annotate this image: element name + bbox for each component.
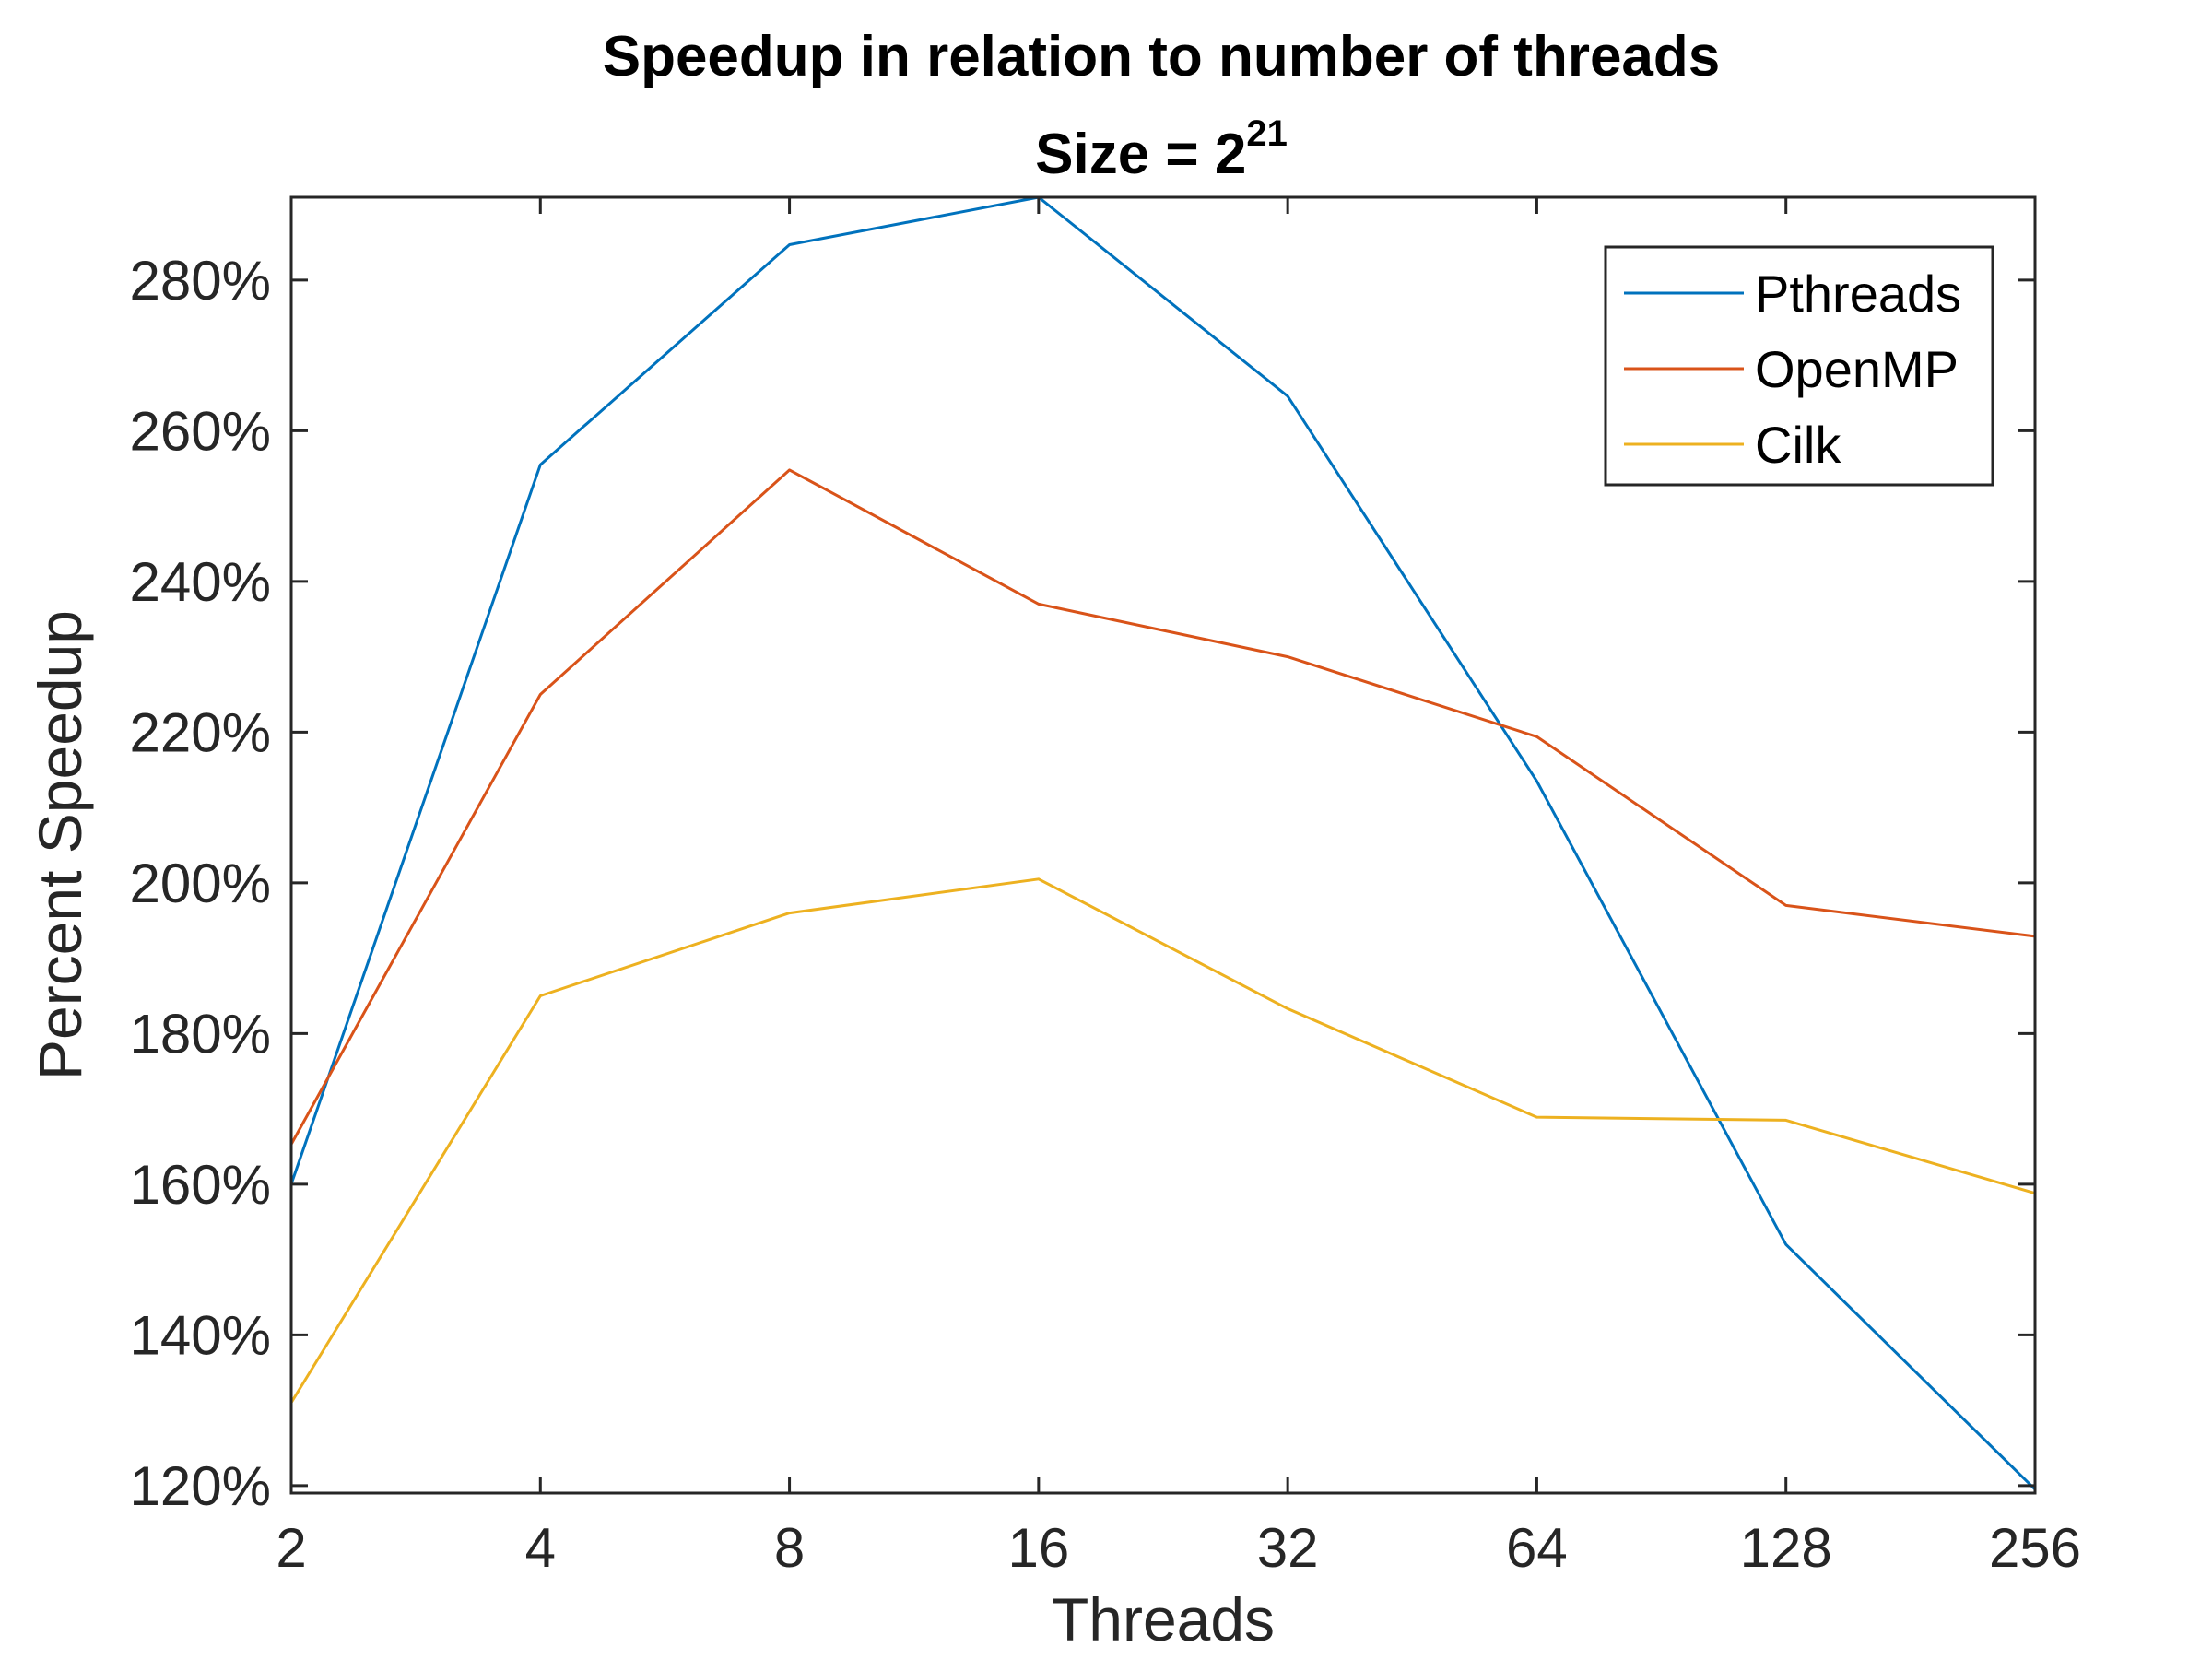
chart-title: Speedup in relation to number of threads — [603, 25, 1721, 88]
series-layer — [289, 195, 2037, 1490]
y-axis-label: Percent Speedup — [26, 610, 94, 1080]
y-tick-label: 220% — [130, 701, 271, 763]
x-tick-label: 2 — [276, 1517, 306, 1579]
legend-label-openmp: OpenMP — [1755, 340, 1959, 398]
chart-subtitle-base: Size = 2 — [1035, 123, 1246, 186]
series-line-pthreads — [289, 195, 2037, 1490]
tick-layer: 2 4 8 16 32 64 128 256 120% 140% 160% 180% 200% 220% 2… — [130, 197, 2081, 1579]
y-tick-label: 160% — [130, 1154, 271, 1216]
y-tick-label: 180% — [130, 1003, 271, 1065]
chart-subtitle: Size = 221 — [1035, 113, 1288, 186]
chart-subtitle-exponent: 21 — [1246, 113, 1288, 154]
y-tick-label: 280% — [130, 250, 271, 312]
axes-box — [289, 195, 2037, 1495]
legend: Pthreads OpenMP Cilk — [1604, 245, 1994, 487]
y-tick-label: 240% — [130, 551, 271, 613]
y-tick-label: 120% — [130, 1455, 271, 1517]
legend-label-pthreads: Pthreads — [1755, 265, 1961, 323]
y-tick-label: 200% — [130, 853, 271, 914]
y-tick-label: 260% — [130, 400, 271, 462]
x-tick-label: 16 — [1007, 1517, 1069, 1579]
x-tick-label: 8 — [774, 1517, 805, 1579]
series-line-cilk — [289, 877, 2036, 1404]
x-tick-label: 32 — [1257, 1517, 1319, 1579]
x-tick-label: 128 — [1740, 1517, 1832, 1579]
x-tick-label: 256 — [1989, 1517, 2081, 1579]
x-tick-label: 64 — [1506, 1517, 1568, 1579]
x-axis-label: Threads — [1052, 1585, 1275, 1653]
series-line-openmp — [289, 468, 2036, 1146]
x-tick-label: 4 — [525, 1517, 556, 1579]
y-tick-label: 140% — [130, 1304, 271, 1366]
axes-layer — [289, 195, 2037, 1495]
legend-label-cilk: Cilk — [1755, 416, 1841, 474]
